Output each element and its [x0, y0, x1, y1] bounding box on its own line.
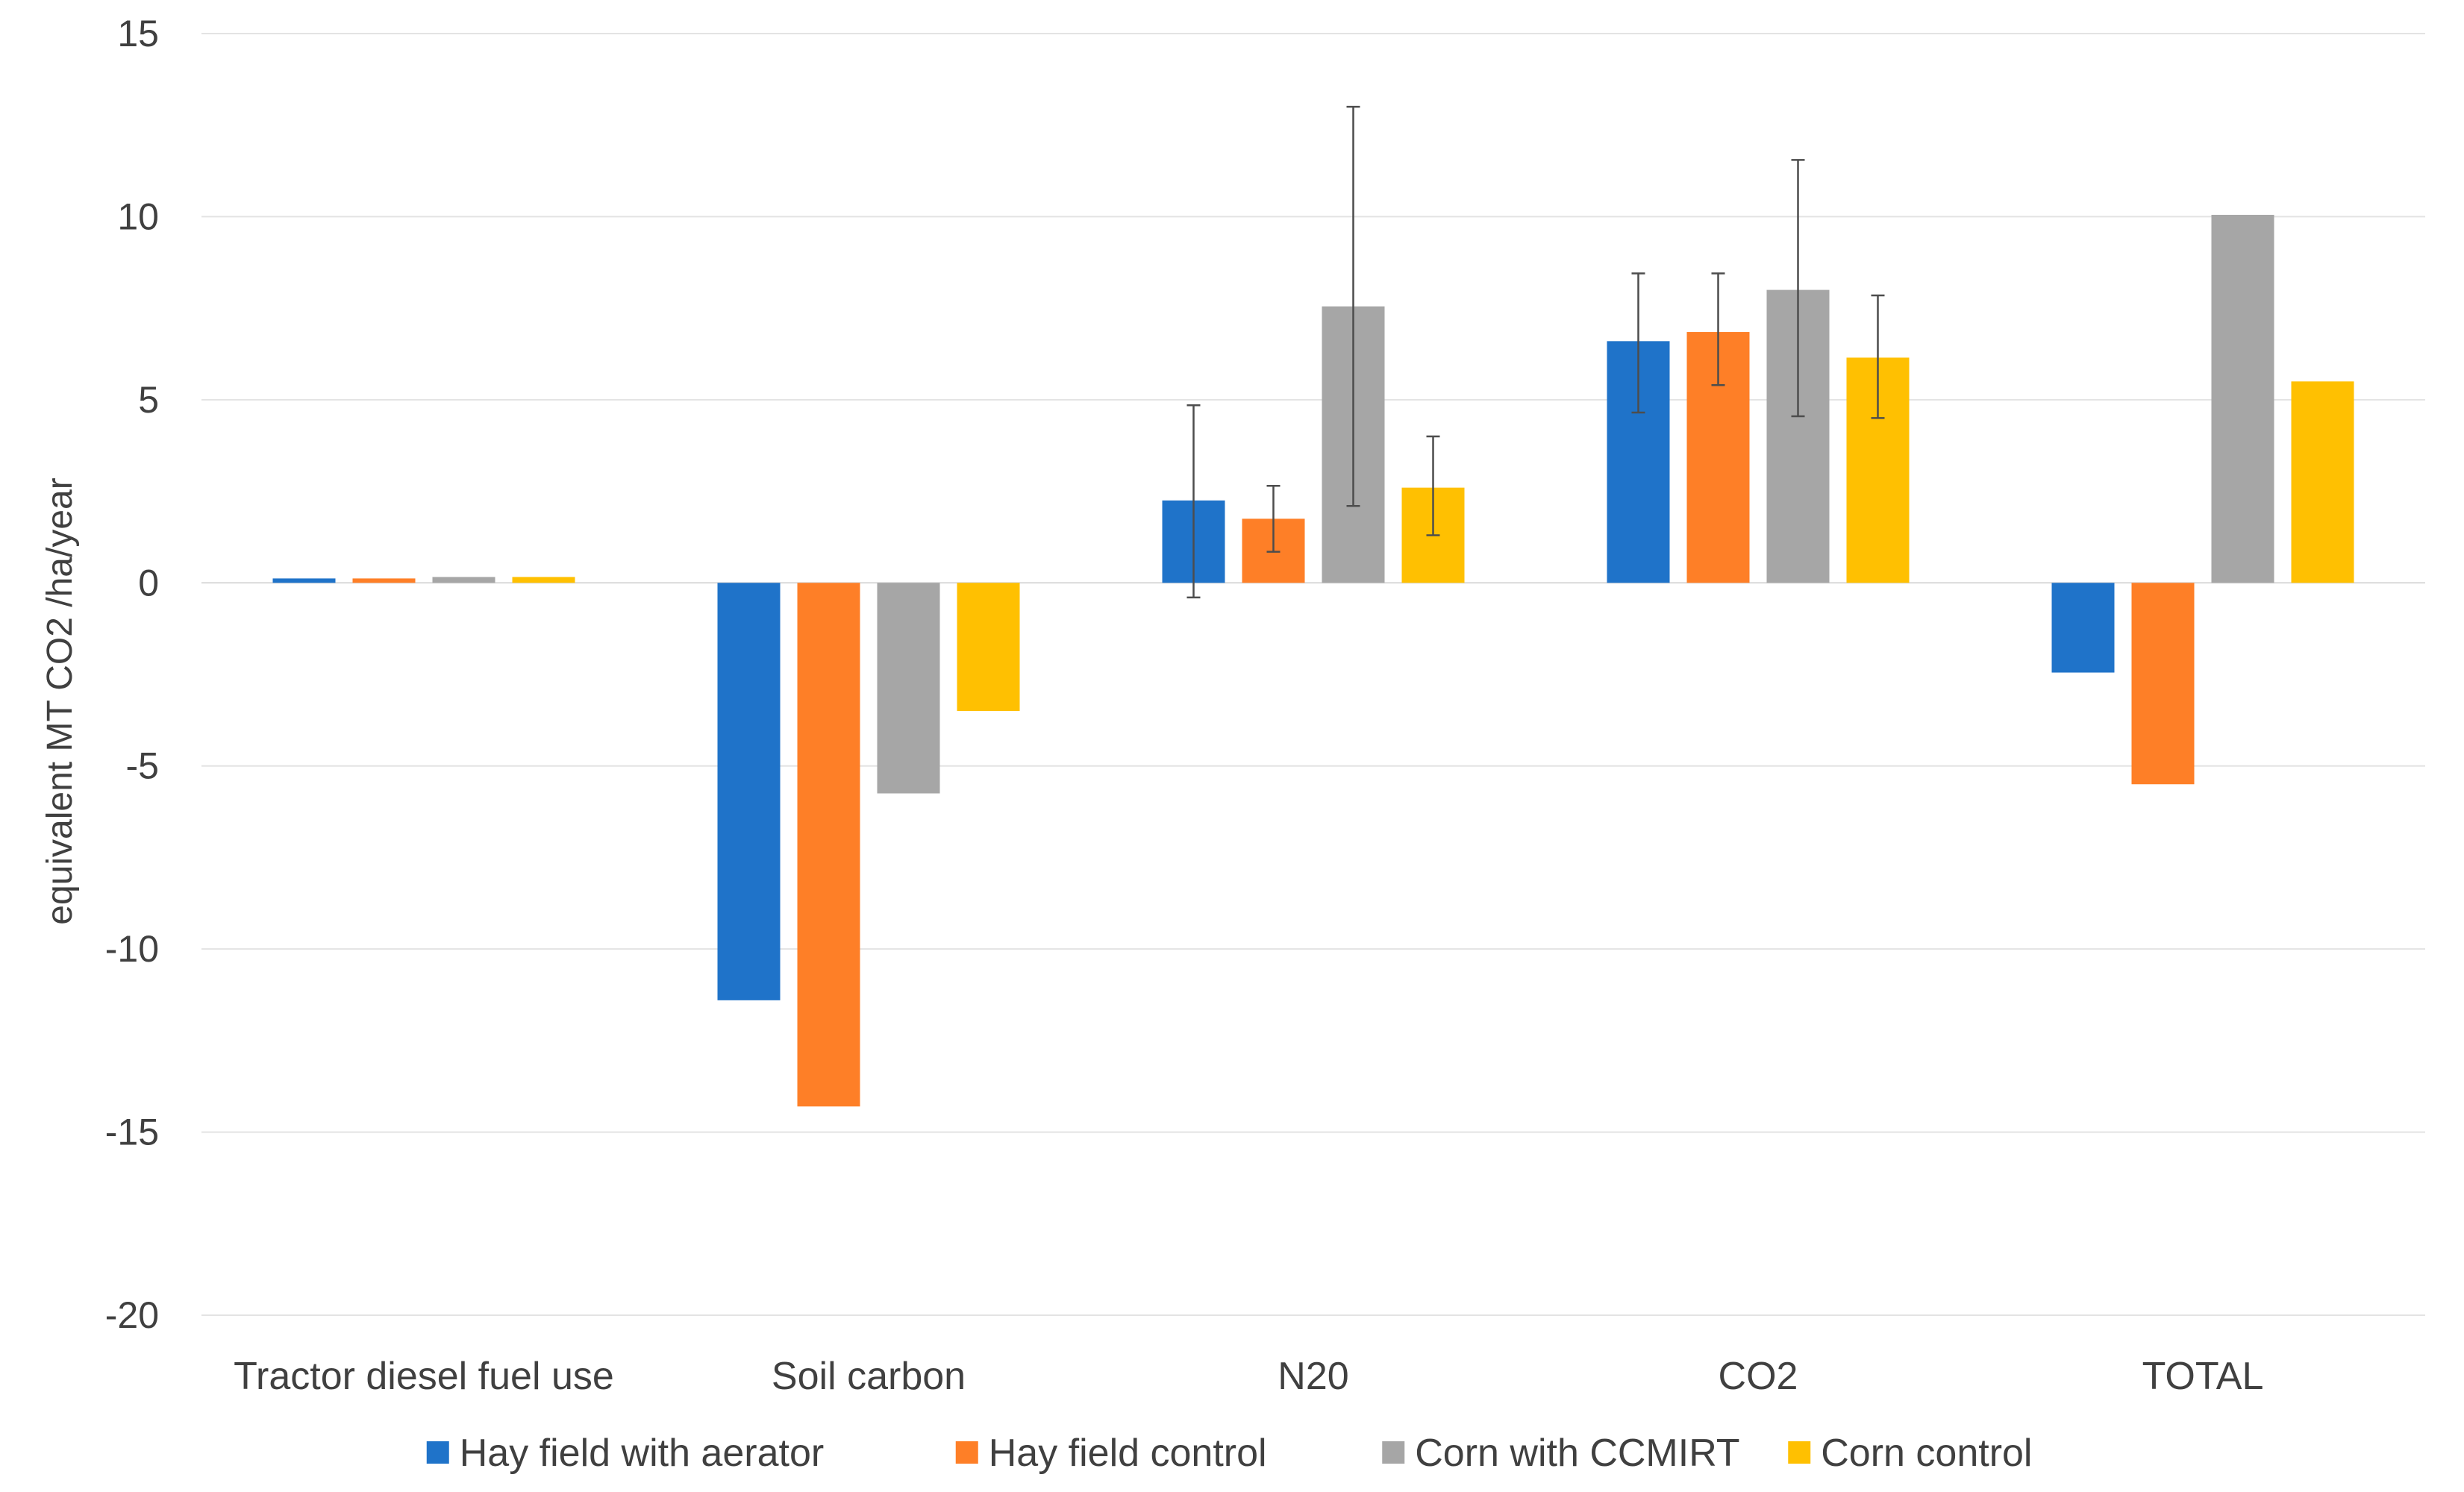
legend-item: Hay field with aerator: [426, 1432, 824, 1475]
y-axis-title: equivalent MT CO2 /ha/year: [40, 477, 80, 924]
legend-item: Corn control: [1788, 1432, 2032, 1475]
y-tick-label: -10: [105, 928, 159, 970]
gridlines: [201, 33, 2425, 1316]
bar: [717, 583, 781, 1000]
legend-label: Corn control: [1821, 1432, 2032, 1475]
x-category-label: TOTAL: [2142, 1355, 2264, 1398]
y-tick-label: -5: [126, 745, 159, 787]
y-tick-label: -20: [105, 1294, 159, 1336]
legend-label: Hay field with aerator: [460, 1432, 824, 1475]
legend-item: Hay field control: [955, 1432, 1267, 1475]
y-tick-label: 10: [117, 195, 159, 237]
legend-swatch: [1788, 1441, 1811, 1464]
legend-label: Hay field control: [989, 1432, 1267, 1475]
error-bars: [1186, 105, 1885, 599]
bar: [957, 583, 1020, 712]
x-category-label: N20: [1278, 1355, 1348, 1398]
bar: [2211, 214, 2274, 583]
bar: [2131, 583, 2195, 785]
y-tick-label: 5: [138, 379, 159, 421]
x-category-label: CO2: [1719, 1355, 1798, 1398]
bar: [512, 577, 575, 583]
bar: [797, 583, 860, 1107]
bar: [877, 583, 940, 794]
legend-swatch: [1382, 1441, 1405, 1464]
y-tick-label: 0: [138, 562, 159, 604]
legend-swatch: [426, 1441, 449, 1464]
bars: [272, 214, 2354, 1107]
x-axis-categories: Tractor diesel fuel use Soil carbon N20 CO2…: [234, 1355, 2263, 1398]
bar: [432, 577, 495, 583]
bar: [352, 578, 416, 583]
y-tick-label: -15: [105, 1112, 159, 1153]
y-axis-ticks: 15 10 5 0 -5 -10 -15 -20: [105, 13, 159, 1336]
x-category-label: Soil carbon: [772, 1355, 966, 1398]
legend-item: Corn with CCMIRT: [1382, 1432, 1740, 1475]
legend-label: Corn with CCMIRT: [1415, 1432, 1739, 1475]
x-category-label: Tractor diesel fuel use: [234, 1355, 614, 1398]
bar: [272, 578, 336, 583]
bar: [2291, 381, 2354, 583]
bar: [2051, 583, 2115, 673]
y-tick-label: 15: [117, 13, 159, 54]
legend: Hay field with aerator Hay field control C…: [426, 1432, 2032, 1475]
legend-swatch: [955, 1441, 978, 1464]
